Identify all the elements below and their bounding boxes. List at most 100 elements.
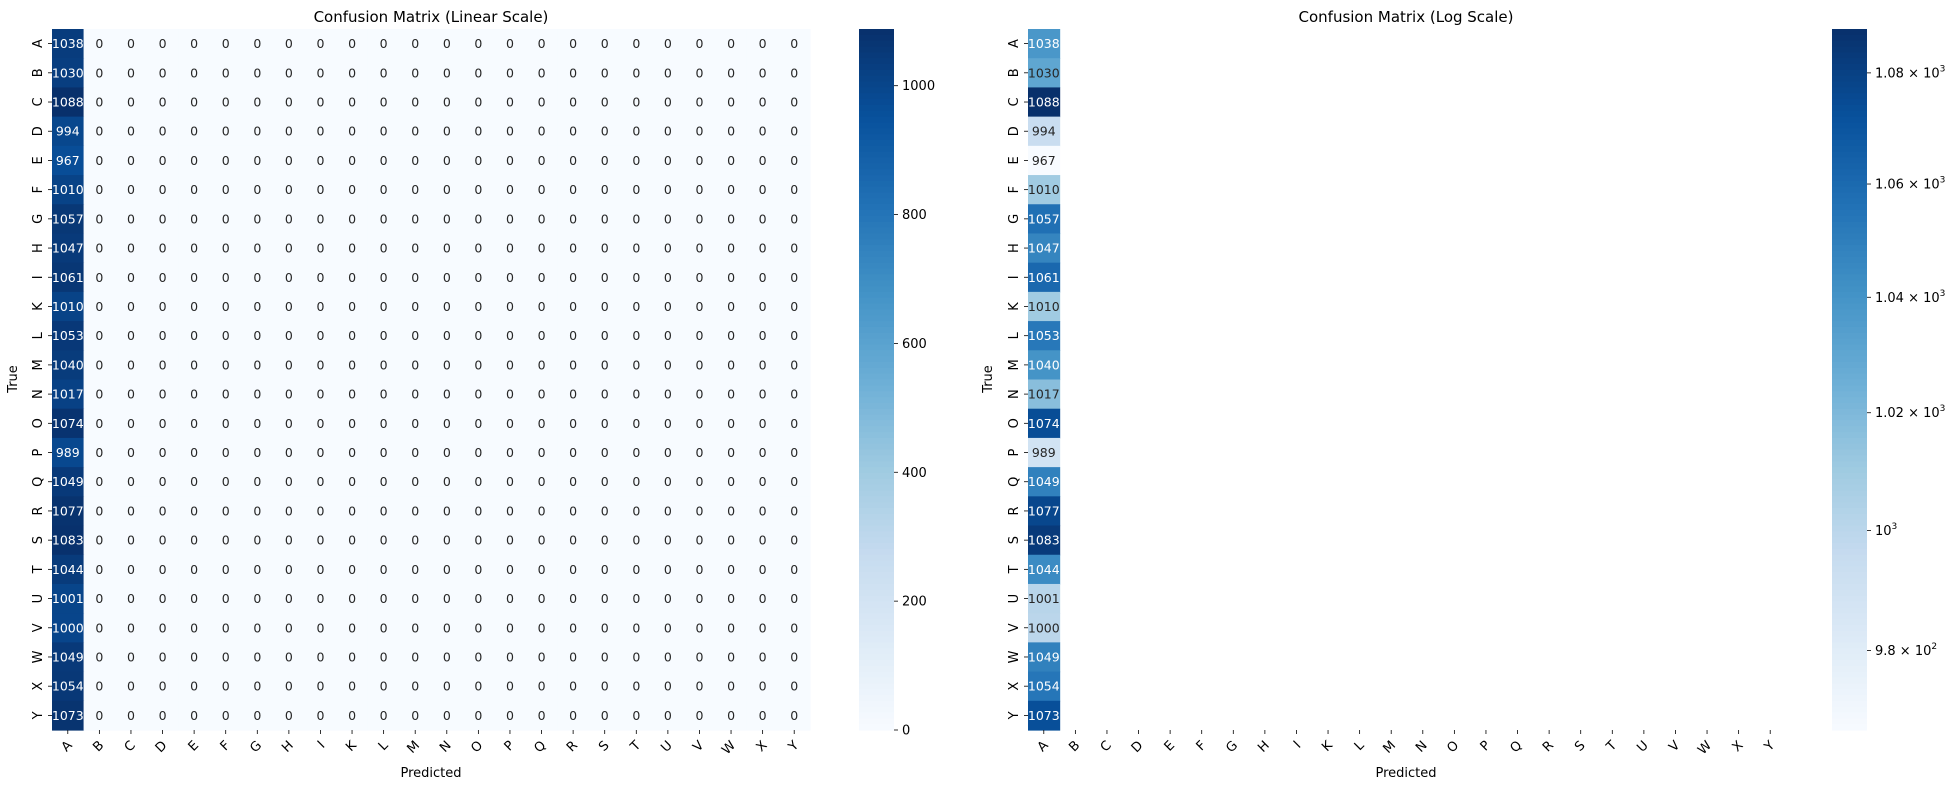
cell-value-label: 1054 [52,679,84,694]
heatmap-cell [431,700,464,731]
heatmap-cell [146,58,179,89]
x-tick-label: B [1066,738,1083,755]
colorbar-segment [1832,624,1867,632]
cell-value-label: 1000 [1028,620,1060,635]
y-tick-label: X [31,682,46,691]
colorbar-segment [859,397,894,404]
cell-value-label: 0 [285,328,293,343]
cell-value-label: 0 [411,182,419,197]
x-tick-label: G [1223,738,1241,756]
heatmap-cell [83,525,116,556]
colorbar-segment [859,128,894,135]
heatmap-cell [209,554,243,585]
heatmap-cell [557,321,590,351]
cell-value-label: 0 [601,211,609,226]
cell-value-label: 0 [222,533,230,548]
cell-value-label: 0 [569,708,577,723]
y-tick-label: R [1007,506,1022,515]
colorbar-segment [859,139,894,147]
x-tick-label: V [1666,738,1683,755]
colorbar-segment [1832,461,1867,468]
cell-value-label: 0 [601,562,609,577]
heatmap-cell [273,379,306,410]
colorbar-segment [1832,385,1867,392]
cell-value-label: 0 [601,36,609,51]
cell-value-label: 0 [348,649,356,664]
heatmap-cell [52,116,85,147]
cell-value-label: 0 [95,211,103,226]
heatmap-cell [588,29,622,59]
heatmap-cell [431,554,464,585]
cell-value-label: 0 [506,299,514,314]
heatmap-cell [715,262,748,293]
heatmap-cell [1028,321,1061,351]
cell-value-label: 0 [474,708,482,723]
colorbar-segment [859,613,894,620]
cell-value-label: 0 [695,299,703,314]
heatmap-cell [52,613,85,643]
y-tick-label: M [31,359,46,370]
cell-value-label: 0 [632,270,640,285]
colorbar-segment [859,578,894,585]
cell-value-label: 0 [127,649,135,664]
heatmap-cell [494,321,527,351]
y-tick-label: Y [31,711,46,720]
cell-value-label: 0 [443,270,451,285]
x-tick-label: R [1540,738,1557,755]
heatmap-cell [652,467,685,497]
cell-value-label: 1000 [52,620,84,635]
cell-value-label: 0 [190,211,198,226]
cell-value-label: 0 [253,416,261,431]
cell-value-label: 0 [95,708,103,723]
cell-value-label: 0 [95,241,103,256]
colorbar-segment [859,250,894,258]
colorbar-segment [1832,548,1867,556]
heatmap-cell [715,408,748,439]
cell-value-label: 0 [474,620,482,635]
cell-value-label: 0 [759,503,767,518]
colorbar-segment [1832,373,1867,381]
heatmap-cell [367,671,401,702]
y-tick-label: U [1007,594,1022,604]
cell-value-label: 0 [759,679,767,694]
cell-value-label: 0 [759,299,767,314]
heatmap-cell [273,145,306,176]
cell-value-label: 0 [664,182,672,197]
heatmap-cell [494,87,527,118]
heatmap-cell [683,116,716,147]
heatmap-cell [83,204,116,235]
cell-value-label: 0 [727,153,735,168]
heatmap-cell [683,408,716,439]
heatmap-cell [209,145,243,176]
y-tick-label: V [1007,623,1022,632]
heatmap-cell [557,145,590,176]
colorbar-segment [859,256,894,264]
linear-scale-panel: Confusion Matrix (Linear Scale) 1038 0 0 0 0… [6,8,935,781]
colorbar-segment [859,595,894,603]
heatmap-cell [115,350,148,381]
heatmap-cell [304,262,337,293]
cell-value-label: 0 [759,270,767,285]
heatmap-cell [494,700,527,731]
heatmap-cell [494,29,527,59]
cell-value-label: 0 [95,299,103,314]
cell-value-label: 0 [285,211,293,226]
heatmap-cell [1028,467,1061,497]
colorbar-tick-label: 1.08 × 103 [1875,64,1945,81]
colorbar-segment [859,367,894,375]
cell-value-label: 0 [95,649,103,664]
colorbar-segment [859,262,894,270]
cell-value-label: 0 [443,299,451,314]
colorbar-segment [859,268,894,275]
heatmap-cell [431,496,464,527]
heatmap-cell [115,496,148,527]
cell-value-label: 0 [190,270,198,285]
colorbar-segment [1832,619,1867,626]
heatmap-cell [494,437,527,468]
heatmap-cell [525,233,558,264]
cell-value-label: 0 [790,503,798,518]
heatmap-cell [652,87,685,118]
cell-value-label: 0 [285,445,293,460]
heatmap-cell [399,350,432,381]
